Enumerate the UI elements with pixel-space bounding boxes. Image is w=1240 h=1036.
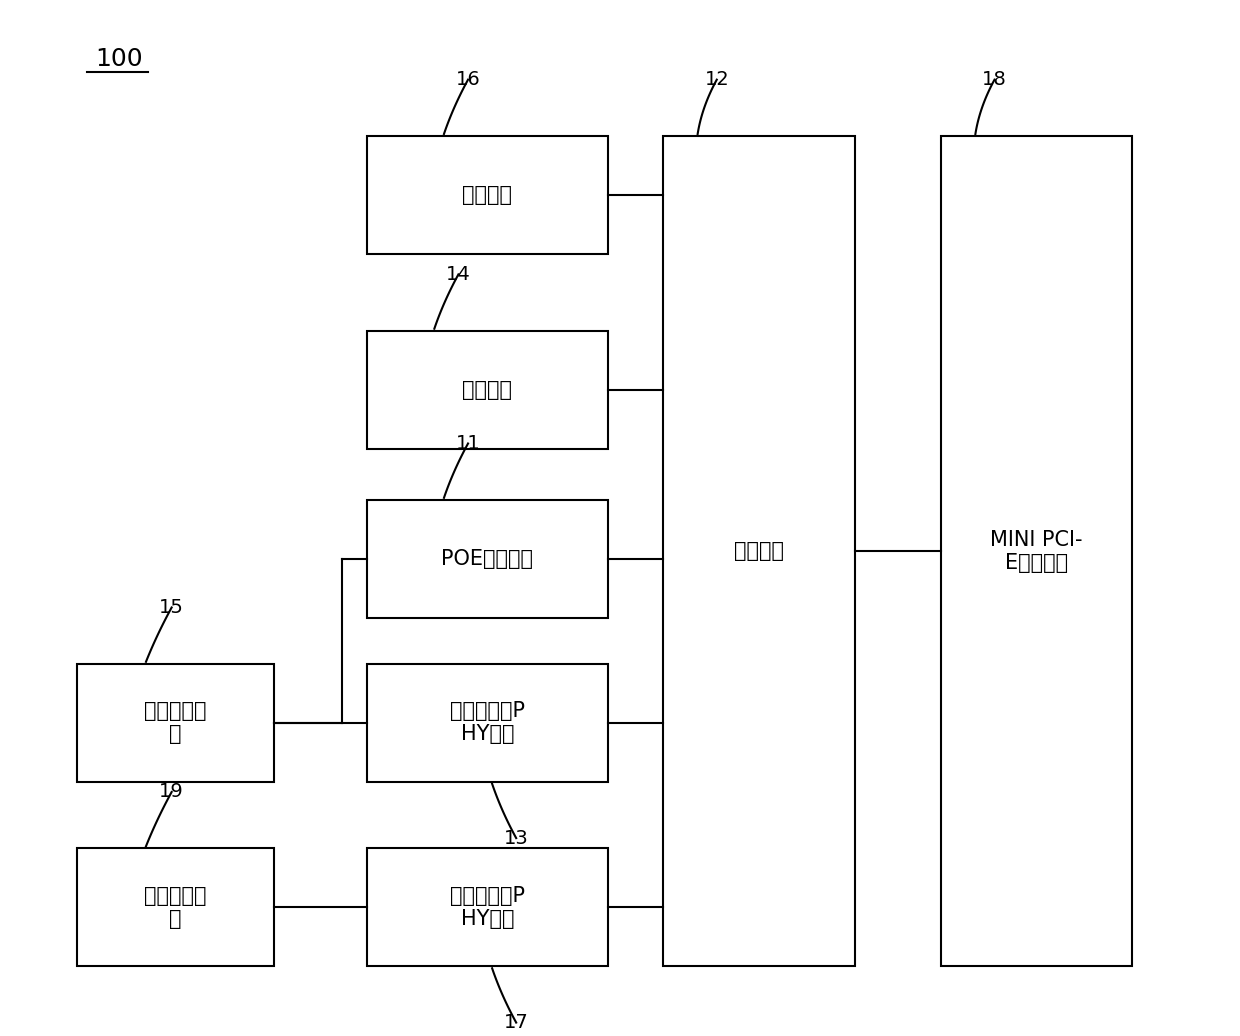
Text: 闪存芯片: 闪存芯片: [463, 185, 512, 205]
Text: 回传网口插
座: 回传网口插 座: [144, 701, 207, 745]
Text: 主控芯片: 主控芯片: [734, 541, 784, 562]
Text: 12: 12: [704, 70, 729, 89]
Bar: [941, 136, 1132, 967]
Bar: [663, 136, 854, 967]
Text: 17: 17: [503, 1013, 528, 1032]
Text: 100: 100: [95, 48, 143, 71]
Bar: [367, 848, 608, 967]
Text: MINI PCI-
E接口插座: MINI PCI- E接口插座: [991, 529, 1083, 573]
Text: 14: 14: [446, 265, 471, 284]
Text: 15: 15: [159, 598, 184, 617]
Bar: [367, 500, 608, 617]
Text: 第一以太网P
HY芯片: 第一以太网P HY芯片: [450, 701, 525, 745]
Text: 13: 13: [503, 829, 528, 847]
Text: 19: 19: [159, 782, 184, 802]
Bar: [367, 330, 608, 449]
Text: 16: 16: [455, 70, 480, 89]
Text: 第一以太网P
HY芯片: 第一以太网P HY芯片: [450, 886, 525, 929]
Text: 调试网口插
座: 调试网口插 座: [144, 886, 207, 929]
Text: 内存芯片: 内存芯片: [463, 379, 512, 400]
Text: 11: 11: [455, 434, 480, 453]
Bar: [77, 664, 274, 782]
Text: 18: 18: [982, 70, 1007, 89]
Bar: [77, 848, 274, 967]
Text: POE供电电路: POE供电电路: [441, 549, 533, 569]
Bar: [367, 136, 608, 254]
Bar: [367, 664, 608, 782]
